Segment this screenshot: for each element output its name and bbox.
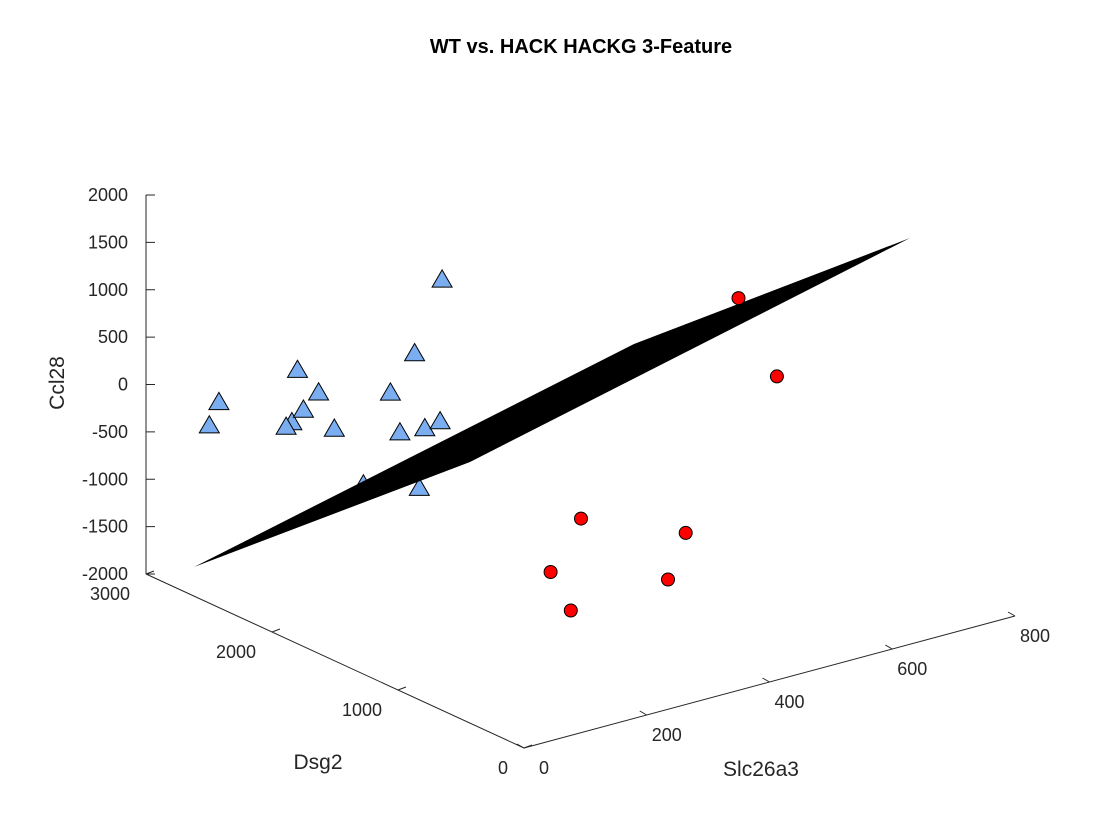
y-tick-mark <box>397 686 407 691</box>
circle-marker <box>769 369 784 384</box>
z-tick-label: 1000 <box>88 280 128 300</box>
triangle-marker <box>431 268 453 288</box>
z-tick-label: 1500 <box>88 232 128 252</box>
triangle-marker <box>286 359 309 378</box>
x-axis-ticks: 0 200 400 600 800 <box>516 611 1050 778</box>
z-tick-label: 500 <box>98 327 128 347</box>
markers-in-front-of-plane <box>543 291 784 618</box>
z-axis-label: Ccl28 <box>46 356 69 410</box>
x-tick-mark <box>516 743 525 749</box>
y-tick-mark <box>145 570 155 575</box>
triangle-marker <box>408 477 431 496</box>
x-tick-label: 200 <box>652 725 682 745</box>
y-tick-label: 1000 <box>342 700 382 720</box>
x-tick-mark <box>885 644 893 650</box>
triangle-marker <box>292 399 315 418</box>
x-tick-label: 0 <box>539 758 549 778</box>
x-tick-label: 600 <box>897 659 927 679</box>
circle-marker <box>543 565 558 579</box>
y-tick-label: 3000 <box>90 584 130 604</box>
z-axis-ticks: -2000 -1500 -1000 -500 0 500 1000 1500 2000 <box>82 185 155 584</box>
y-axis-label: Dsg2 <box>293 751 342 774</box>
circle-marker <box>661 572 675 587</box>
triangle-marker <box>413 417 436 437</box>
x-tick-mark <box>639 710 647 716</box>
x-tick-label: 400 <box>774 692 804 712</box>
y-tick-label: 2000 <box>216 642 256 662</box>
triangle-marker <box>208 391 230 411</box>
markers-behind-plane <box>198 268 453 496</box>
circle-marker <box>678 525 693 540</box>
z-tick-label: -1000 <box>82 469 128 489</box>
y-tick-mark <box>523 744 533 749</box>
z-tick-label: 2000 <box>88 185 128 205</box>
z-tick-label: -500 <box>92 422 128 442</box>
y-axis-line <box>145 573 525 749</box>
triangle-marker <box>429 410 451 430</box>
triangle-marker <box>323 418 346 437</box>
x-tick-mark <box>1007 611 1016 617</box>
z-tick-label: -1500 <box>82 517 128 537</box>
x-tick-label: 800 <box>1020 626 1050 646</box>
y-tick-label: 0 <box>498 758 508 778</box>
circle-marker <box>574 511 588 526</box>
triangle-marker <box>379 381 402 401</box>
x-axis-label: Slc26a3 <box>723 758 799 781</box>
circle-marker <box>731 291 746 306</box>
decision-plane-surface <box>194 238 910 567</box>
x-tick-mark <box>762 677 770 683</box>
triangle-marker <box>403 342 426 362</box>
triangle-marker <box>198 414 221 434</box>
y-axis-ticks: 0 1000 2000 3000 <box>90 570 533 778</box>
triangle-marker <box>275 416 297 435</box>
z-tick-label: -2000 <box>82 564 128 584</box>
y-tick-mark <box>271 628 281 633</box>
chart-title: WT vs. HACK HACKG 3-Feature <box>430 36 732 58</box>
circle-marker <box>563 603 578 618</box>
triangle-marker <box>389 421 411 441</box>
triangle-marker <box>307 381 330 401</box>
z-tick-label: 0 <box>118 375 128 395</box>
